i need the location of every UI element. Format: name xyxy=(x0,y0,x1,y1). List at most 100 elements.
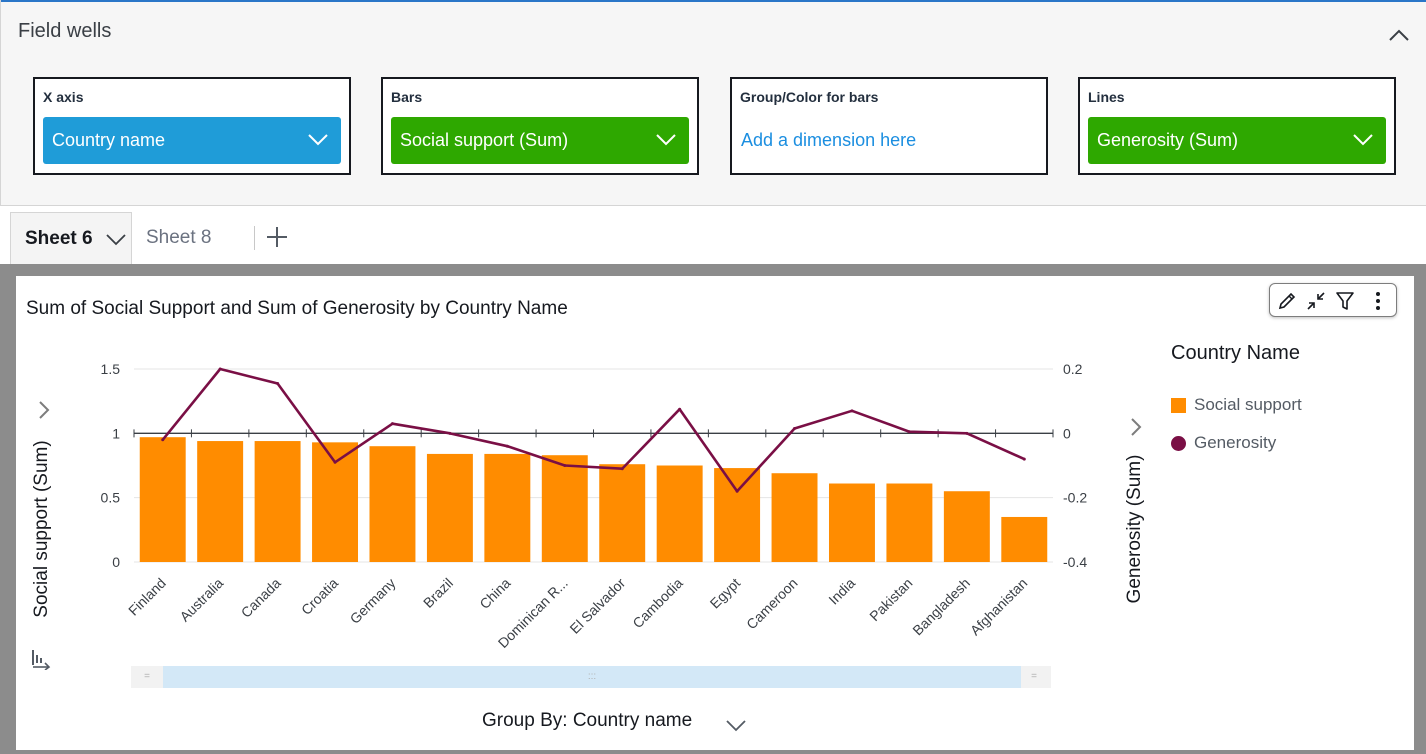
bar-social-support xyxy=(139,437,186,562)
tab-sheet-8[interactable]: Sheet 8 xyxy=(146,227,212,248)
bar-social-support xyxy=(771,473,818,562)
bar-social-support xyxy=(599,464,646,562)
chevron-up-icon[interactable] xyxy=(1385,24,1413,46)
x-tick-label: India xyxy=(825,575,858,608)
bar-social-support xyxy=(943,491,990,562)
scroll-handle-left[interactable]: = xyxy=(144,671,150,682)
visual-title: Sum of Social Support and Sum of Generos… xyxy=(26,298,568,319)
scroll-handle-right[interactable]: = xyxy=(1031,671,1037,682)
chevron-right-icon[interactable] xyxy=(36,399,52,421)
x-tick-label: Cameroon xyxy=(743,575,801,633)
bar-social-support xyxy=(426,453,473,562)
legend-title: Country Name xyxy=(1171,342,1300,364)
pill-label: Country name xyxy=(52,130,166,150)
point-generosity xyxy=(907,430,911,434)
bar-social-support xyxy=(369,446,416,562)
well-label: Lines xyxy=(1088,89,1125,105)
point-generosity xyxy=(218,367,222,371)
y2-tick-label: 0.2 xyxy=(1063,361,1083,377)
pill-label: Generosity (Sum) xyxy=(1097,130,1239,150)
point-generosity xyxy=(390,422,394,426)
y2-tick-label: -0.2 xyxy=(1063,490,1087,506)
bars-field-pill[interactable]: Social support (Sum) xyxy=(391,117,689,164)
bar-social-support xyxy=(656,465,703,562)
point-generosity xyxy=(161,438,165,442)
pill-label: Social support (Sum) xyxy=(400,130,569,150)
point-generosity xyxy=(505,444,509,448)
group-by-selector[interactable]: Group By: Country name xyxy=(482,710,693,731)
x-tick-label: Brazil xyxy=(420,575,456,611)
bar-social-support xyxy=(541,455,588,562)
scroll-thumb-grip: ::: xyxy=(587,671,597,682)
tab-sheet-6[interactable]: Sheet 6 xyxy=(10,212,132,264)
chevron-down-icon[interactable] xyxy=(1352,132,1374,146)
x-tick-label: Australia xyxy=(176,575,226,625)
chevron-down-icon[interactable] xyxy=(725,718,747,732)
x-tick-label: Finland xyxy=(125,575,169,619)
chart-svg: 0 0.5 1 1.5 -0.4 -0.2 0 0.2 Finland Australia Cana… xyxy=(31,361,1145,651)
x-tick-label: El Salvador xyxy=(566,575,628,637)
x-tick-label: Cambodia xyxy=(629,575,686,632)
x-tick-label: Croatia xyxy=(298,575,341,618)
well-label: Group/Color for bars xyxy=(740,89,879,105)
drill-down-icon[interactable] xyxy=(30,648,52,670)
chevron-right-icon[interactable] xyxy=(1128,416,1144,438)
tab-label: Sheet 6 xyxy=(25,228,93,249)
chart-scrollbar[interactable]: = ::: = xyxy=(131,666,1051,688)
y2-tick-label: -0.4 xyxy=(1063,554,1087,570)
collapse-arrows-icon[interactable] xyxy=(1305,290,1327,312)
chevron-down-icon[interactable] xyxy=(307,132,329,146)
legend-label: Social support xyxy=(1194,395,1302,414)
point-generosity xyxy=(1022,457,1026,461)
sheet-canvas: Sum of Social Support and Sum of Generos… xyxy=(0,264,1426,754)
point-generosity xyxy=(276,381,280,385)
well-bars: Bars Social support (Sum) xyxy=(381,77,699,175)
pencil-icon[interactable] xyxy=(1276,290,1298,312)
x-axis-field-pill[interactable]: Country name xyxy=(43,117,341,164)
visual-toolbar xyxy=(1269,283,1397,317)
bar-social-support xyxy=(828,483,875,562)
point-generosity xyxy=(563,464,567,467)
point-generosity xyxy=(793,427,797,431)
field-wells-panel: Field wells X axis Country name Bars Soc… xyxy=(0,0,1426,206)
field-wells-title: Field wells xyxy=(18,20,112,42)
sheet-tab-bar: Sheet 6 Sheet 8 xyxy=(0,206,1426,264)
filter-icon[interactable] xyxy=(1334,290,1356,312)
bar-social-support xyxy=(484,453,531,562)
combo-chart-visual[interactable]: Sum of Social Support and Sum of Generos… xyxy=(16,276,1414,750)
point-generosity xyxy=(850,409,854,413)
line-generosity xyxy=(161,367,1025,493)
y-tick-label: 0.5 xyxy=(101,490,121,506)
scroll-thumb[interactable]: ::: xyxy=(163,666,1021,688)
y-tick-label: 0 xyxy=(112,554,120,570)
chevron-down-icon[interactable] xyxy=(655,132,677,146)
well-label: X axis xyxy=(43,89,84,105)
point-generosity xyxy=(333,460,337,464)
panel-top-accent xyxy=(1,0,1426,2)
y2-axis-title: Generosity (Sum) xyxy=(1124,455,1145,604)
bar-social-support xyxy=(714,468,761,562)
y-tick-label: 1 xyxy=(112,425,120,441)
x-tick-label: Pakistan xyxy=(866,575,915,624)
plus-icon[interactable] xyxy=(264,224,290,250)
point-generosity xyxy=(965,431,969,435)
bar-social-support xyxy=(197,441,244,562)
well-lines: Lines Generosity (Sum) xyxy=(1078,77,1396,175)
x-tick-label: China xyxy=(476,575,513,612)
more-vertical-icon[interactable] xyxy=(1367,290,1389,312)
bar-social-support xyxy=(886,483,933,562)
y-tick-label: 1.5 xyxy=(101,361,121,377)
lines-field-pill[interactable]: Generosity (Sum) xyxy=(1088,117,1386,164)
x-tick-label: Germany xyxy=(347,575,399,627)
y2-tick-label: 0 xyxy=(1063,425,1071,441)
legend-swatch xyxy=(1171,436,1186,451)
bar-social-support xyxy=(1001,516,1048,562)
point-generosity xyxy=(678,407,682,411)
label-layer: 0 0.5 1 1.5 -0.4 -0.2 0 0.2 Finland Australia Cana… xyxy=(101,361,1088,651)
legend-swatch xyxy=(1171,398,1186,413)
chevron-down-icon[interactable] xyxy=(105,232,127,246)
tab-divider xyxy=(254,226,255,250)
add-dimension-link[interactable]: Add a dimension here xyxy=(741,130,917,150)
x-tick-label: Afghanistan xyxy=(967,575,1031,639)
